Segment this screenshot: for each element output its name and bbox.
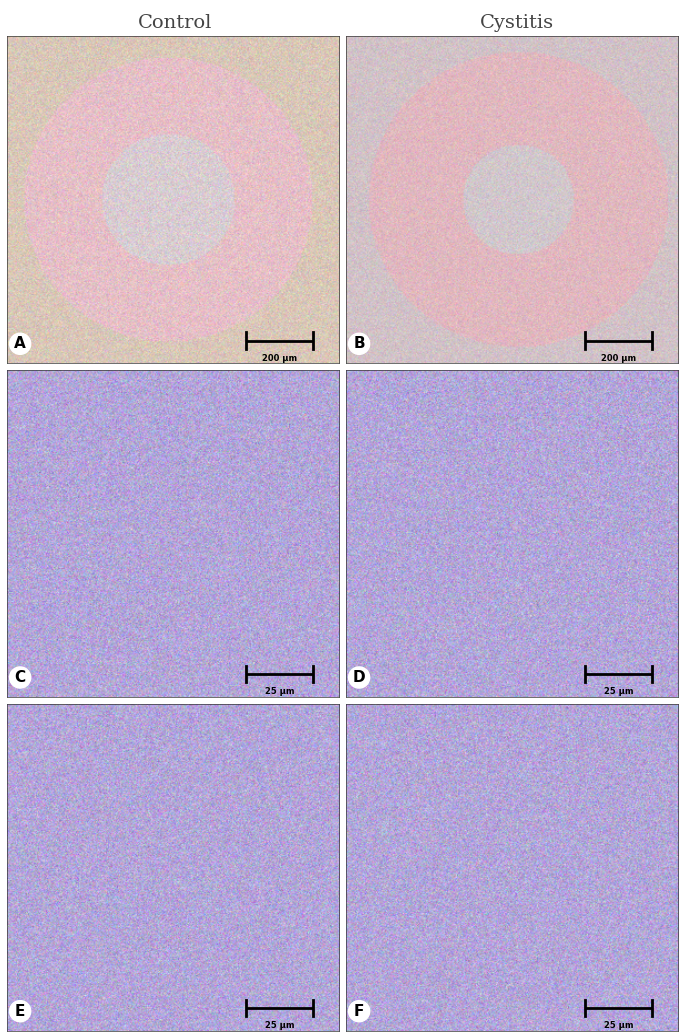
Text: B: B (353, 337, 365, 351)
Text: C: C (14, 670, 26, 685)
Text: 25 μm: 25 μm (264, 1021, 294, 1030)
Text: 25 μm: 25 μm (603, 1021, 633, 1030)
Text: 25 μm: 25 μm (264, 687, 294, 696)
Text: 25 μm: 25 μm (603, 687, 633, 696)
Text: D: D (353, 670, 365, 685)
Text: A: A (14, 337, 26, 351)
Text: 200 μm: 200 μm (601, 353, 636, 363)
Text: E: E (15, 1004, 25, 1018)
Text: 200 μm: 200 μm (262, 353, 297, 363)
Text: Cystitis: Cystitis (480, 13, 554, 32)
Text: Control: Control (138, 13, 212, 32)
Text: F: F (354, 1004, 364, 1018)
